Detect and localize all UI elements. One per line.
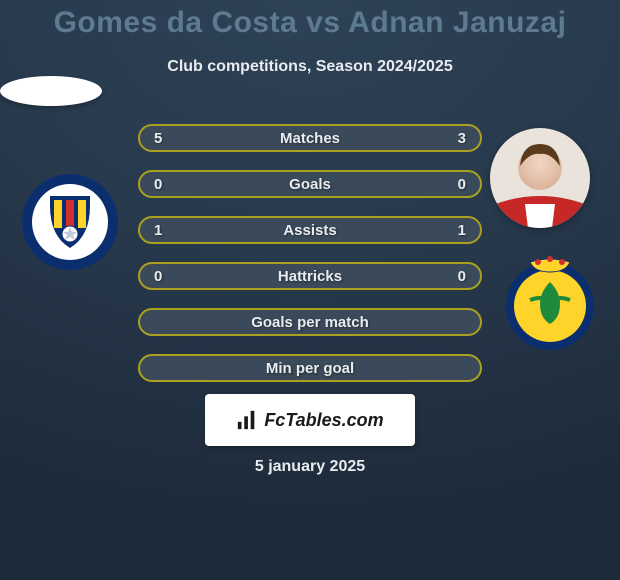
player-right-avatar [490, 128, 590, 228]
club-right-badge [500, 252, 600, 352]
stat-row: 0 0 Hattricks [138, 262, 482, 290]
stat-value-right: 0 [458, 268, 466, 285]
stat-value-left: 0 [154, 268, 162, 285]
chart-icon [236, 409, 258, 431]
stat-label: Goals per match [251, 314, 369, 331]
stat-row: 0 0 Goals [138, 170, 482, 198]
stat-value-left: 5 [154, 130, 162, 147]
stat-label: Matches [280, 130, 340, 147]
stat-value-left: 1 [154, 222, 162, 239]
date-text: 5 january 2025 [0, 458, 620, 476]
stat-value-right: 0 [458, 176, 466, 193]
comparison-card: Gomes da Costa vs Adnan Januzaj Club com… [0, 0, 620, 580]
stat-value-right: 1 [458, 222, 466, 239]
stat-label: Min per goal [266, 360, 354, 377]
stat-value-right: 3 [458, 130, 466, 147]
stat-label: Assists [283, 222, 336, 239]
page-subtitle: Club competitions, Season 2024/2025 [0, 58, 620, 76]
stat-row: Goals per match [138, 308, 482, 336]
stat-value-left: 0 [154, 176, 162, 193]
las-palmas-crest-icon [500, 252, 600, 352]
page-title: Gomes da Costa vs Adnan Januzaj [0, 0, 620, 40]
club-left-badge [20, 172, 120, 272]
getafe-crest-icon [20, 172, 120, 272]
stat-row: Min per goal [138, 354, 482, 382]
stat-label: Hattricks [278, 268, 342, 285]
stat-row: 5 3 Matches [138, 124, 482, 152]
stat-label: Goals [289, 176, 331, 193]
brand-badge: FcTables.com [205, 394, 415, 446]
stat-rows: 5 3 Matches 0 0 Goals 1 1 Assists 0 0 Hattricks Goal… [138, 124, 482, 400]
stat-row: 1 1 Assists [138, 216, 482, 244]
brand-text: FcTables.com [264, 410, 383, 431]
avatar-placeholder-icon [490, 128, 590, 228]
player-left-avatar [0, 76, 102, 106]
